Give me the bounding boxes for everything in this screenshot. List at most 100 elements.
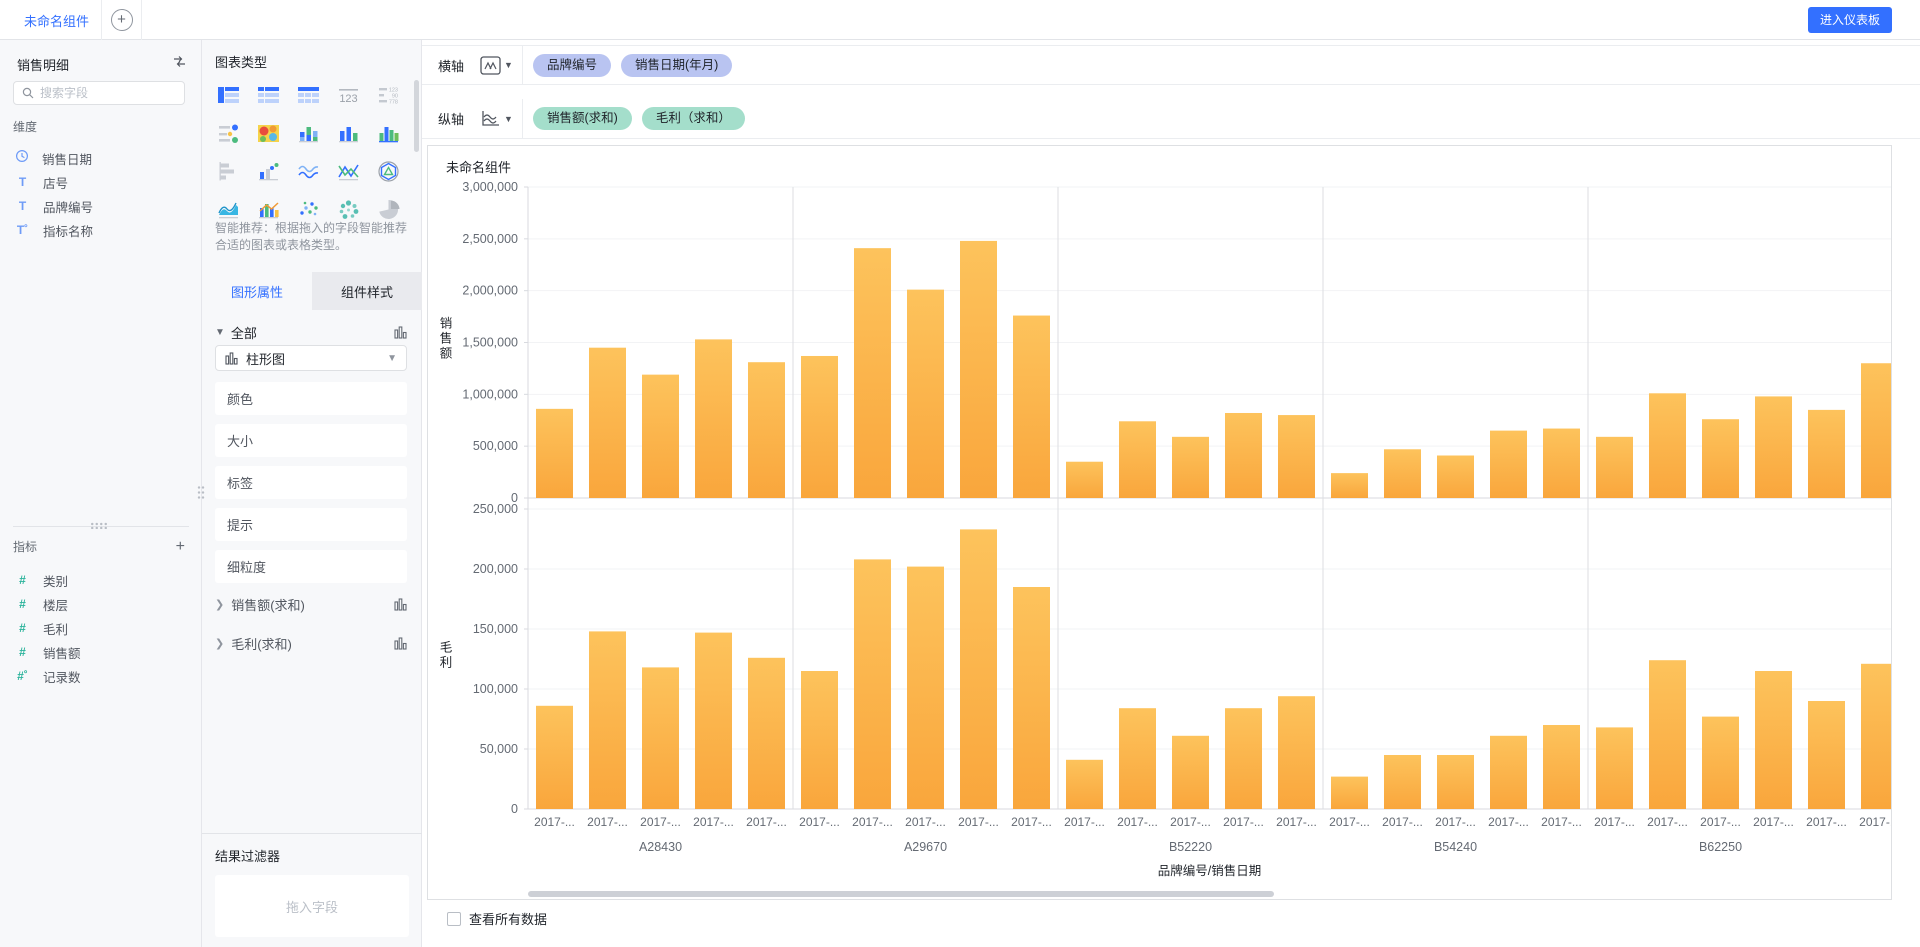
component-tab[interactable]: 未命名组件	[0, 0, 102, 40]
bar[interactable]	[1702, 419, 1739, 498]
chart-type-table-normal-icon[interactable]	[248, 76, 288, 114]
bar[interactable]	[1384, 755, 1421, 809]
x-axis-style-button[interactable]: ▼	[480, 55, 514, 75]
splitter-grip-icon[interactable]	[90, 522, 108, 529]
bar[interactable]	[1119, 421, 1156, 498]
measure-field-4[interactable]: # 销售额	[0, 640, 202, 664]
chart-type-stacked-bar-icon[interactable]	[288, 114, 328, 152]
chart-type-progress-list-icon[interactable]	[208, 114, 248, 152]
add-component-button[interactable]: +	[102, 0, 142, 40]
chart-type-grouped-bar-icon[interactable]	[368, 114, 408, 152]
chart-widget[interactable]: 未命名组件 0 500,000 1,000,000 1,500,000 2,000,00…	[427, 145, 1900, 900]
bar[interactable]	[1066, 759, 1103, 809]
bar[interactable]	[1490, 735, 1527, 809]
panel-resize-grip-icon[interactable]	[197, 485, 205, 501]
x-axis-chip-1[interactable]: 品牌编号	[533, 53, 612, 77]
bar[interactable]	[801, 355, 838, 498]
bar[interactable]	[642, 374, 679, 498]
property-card-5[interactable]: 细粒度	[215, 550, 407, 583]
chart-horizontal-scrollbar[interactable]	[528, 891, 1274, 897]
x-axis-chip-2[interactable]: 销售日期(年月)	[621, 53, 733, 77]
bar[interactable]	[1172, 436, 1209, 498]
chart-type-select[interactable]: 柱形图 ▼	[215, 345, 407, 371]
bar[interactable]	[748, 362, 785, 498]
bar[interactable]	[1225, 412, 1262, 498]
dimension-field-1[interactable]: 销售日期	[0, 146, 202, 170]
chart-type-bar-scatter-icon[interactable]	[248, 152, 288, 190]
chart-type-horizontal-bar-icon[interactable]	[208, 152, 248, 190]
bar[interactable]	[1543, 428, 1580, 498]
measure-field-3[interactable]: # 毛利	[0, 616, 202, 640]
chart-type-area-icon[interactable]	[208, 190, 248, 228]
filter-drop-zone[interactable]: 拖入字段	[215, 875, 409, 937]
bar[interactable]	[1649, 393, 1686, 498]
bar[interactable]	[1331, 776, 1368, 809]
bar[interactable]	[1013, 315, 1050, 498]
bar[interactable]	[854, 559, 891, 809]
bar[interactable]	[1490, 430, 1527, 498]
chart-type-bar-icon[interactable]	[328, 114, 368, 152]
bar[interactable]	[1755, 671, 1792, 809]
bar[interactable]	[1278, 696, 1315, 809]
chart-type-combo-bar-line-icon[interactable]	[248, 190, 288, 228]
bar[interactable]	[1808, 701, 1845, 809]
bar[interactable]	[536, 408, 573, 498]
dimension-field-2[interactable]: T 店号	[0, 170, 202, 194]
bar[interactable]	[1543, 725, 1580, 809]
measure-field-2[interactable]: # 楼层	[0, 592, 202, 616]
bar[interactable]	[1225, 708, 1262, 809]
property-card-3[interactable]: 标签	[215, 466, 407, 499]
bar[interactable]	[907, 566, 944, 809]
bar[interactable]	[1755, 396, 1792, 498]
tab-graph-properties[interactable]: 图形属性	[202, 272, 312, 310]
chart-type-table-pivot-icon[interactable]	[288, 76, 328, 114]
switch-dataset-icon[interactable]	[172, 54, 187, 74]
search-input[interactable]	[40, 86, 160, 100]
bar[interactable]	[1649, 660, 1686, 809]
property-card-4[interactable]: 提示	[215, 508, 407, 541]
y-axis-chip-1[interactable]: 销售额(求和)	[533, 107, 632, 130]
bar[interactable]	[801, 671, 838, 809]
bar[interactable]	[1861, 663, 1898, 809]
bar[interactable]	[1119, 708, 1156, 809]
bar[interactable]	[695, 632, 732, 809]
chart-type-radar-icon[interactable]	[368, 152, 408, 190]
y-axis-style-button[interactable]: ▼	[480, 109, 514, 128]
bar[interactable]	[1066, 461, 1103, 498]
add-measure-button[interactable]: +	[175, 537, 185, 555]
bar[interactable]	[1172, 735, 1209, 809]
quota-row-1[interactable]: ❯ 销售额(求和)	[215, 592, 407, 616]
property-card-2[interactable]: 大小	[215, 424, 407, 457]
panel-scrollbar[interactable]	[414, 80, 419, 152]
chart-type-bubble-icon[interactable]	[328, 190, 368, 228]
section-all-toggle[interactable]: ▼ 全部	[215, 323, 407, 342]
bar[interactable]	[1808, 409, 1845, 498]
bar[interactable]	[1437, 455, 1474, 498]
field-search[interactable]	[13, 81, 185, 105]
bar[interactable]	[1596, 436, 1633, 498]
chart-type-multi-line-icon[interactable]	[288, 152, 328, 190]
chart-type-kpi-group-icon[interactable]: 123 90 778	[368, 76, 408, 114]
bar[interactable]	[1013, 587, 1050, 809]
bar[interactable]	[1596, 727, 1633, 809]
chart-type-table-info-icon[interactable]	[208, 76, 248, 114]
chart-type-kpi-number-icon[interactable]: 123	[328, 76, 368, 114]
y-axis-chip-2[interactable]: 毛利（求和）	[641, 107, 745, 130]
bar[interactable]	[642, 667, 679, 809]
bar[interactable]	[1702, 716, 1739, 809]
measure-field-5[interactable]: #˚ 记录数	[0, 664, 202, 688]
view-all-checkbox[interactable]	[447, 911, 461, 926]
tab-component-style[interactable]: 组件样式	[340, 284, 393, 300]
bar[interactable]	[1331, 473, 1368, 498]
dimension-field-3[interactable]: T 品牌编号	[0, 194, 202, 218]
bar[interactable]	[960, 529, 997, 809]
measure-field-1[interactable]: # 类别	[0, 568, 202, 592]
bar[interactable]	[960, 240, 997, 498]
quota-row-2[interactable]: ❯ 毛利(求和)	[215, 631, 407, 655]
bar[interactable]	[1437, 755, 1474, 809]
bar[interactable]	[1278, 415, 1315, 498]
bar[interactable]	[1384, 449, 1421, 498]
bar[interactable]	[589, 631, 626, 809]
dimension-field-4[interactable]: T˚ 指标名称	[0, 218, 202, 242]
chart-type-scatter-icon[interactable]	[288, 190, 328, 228]
